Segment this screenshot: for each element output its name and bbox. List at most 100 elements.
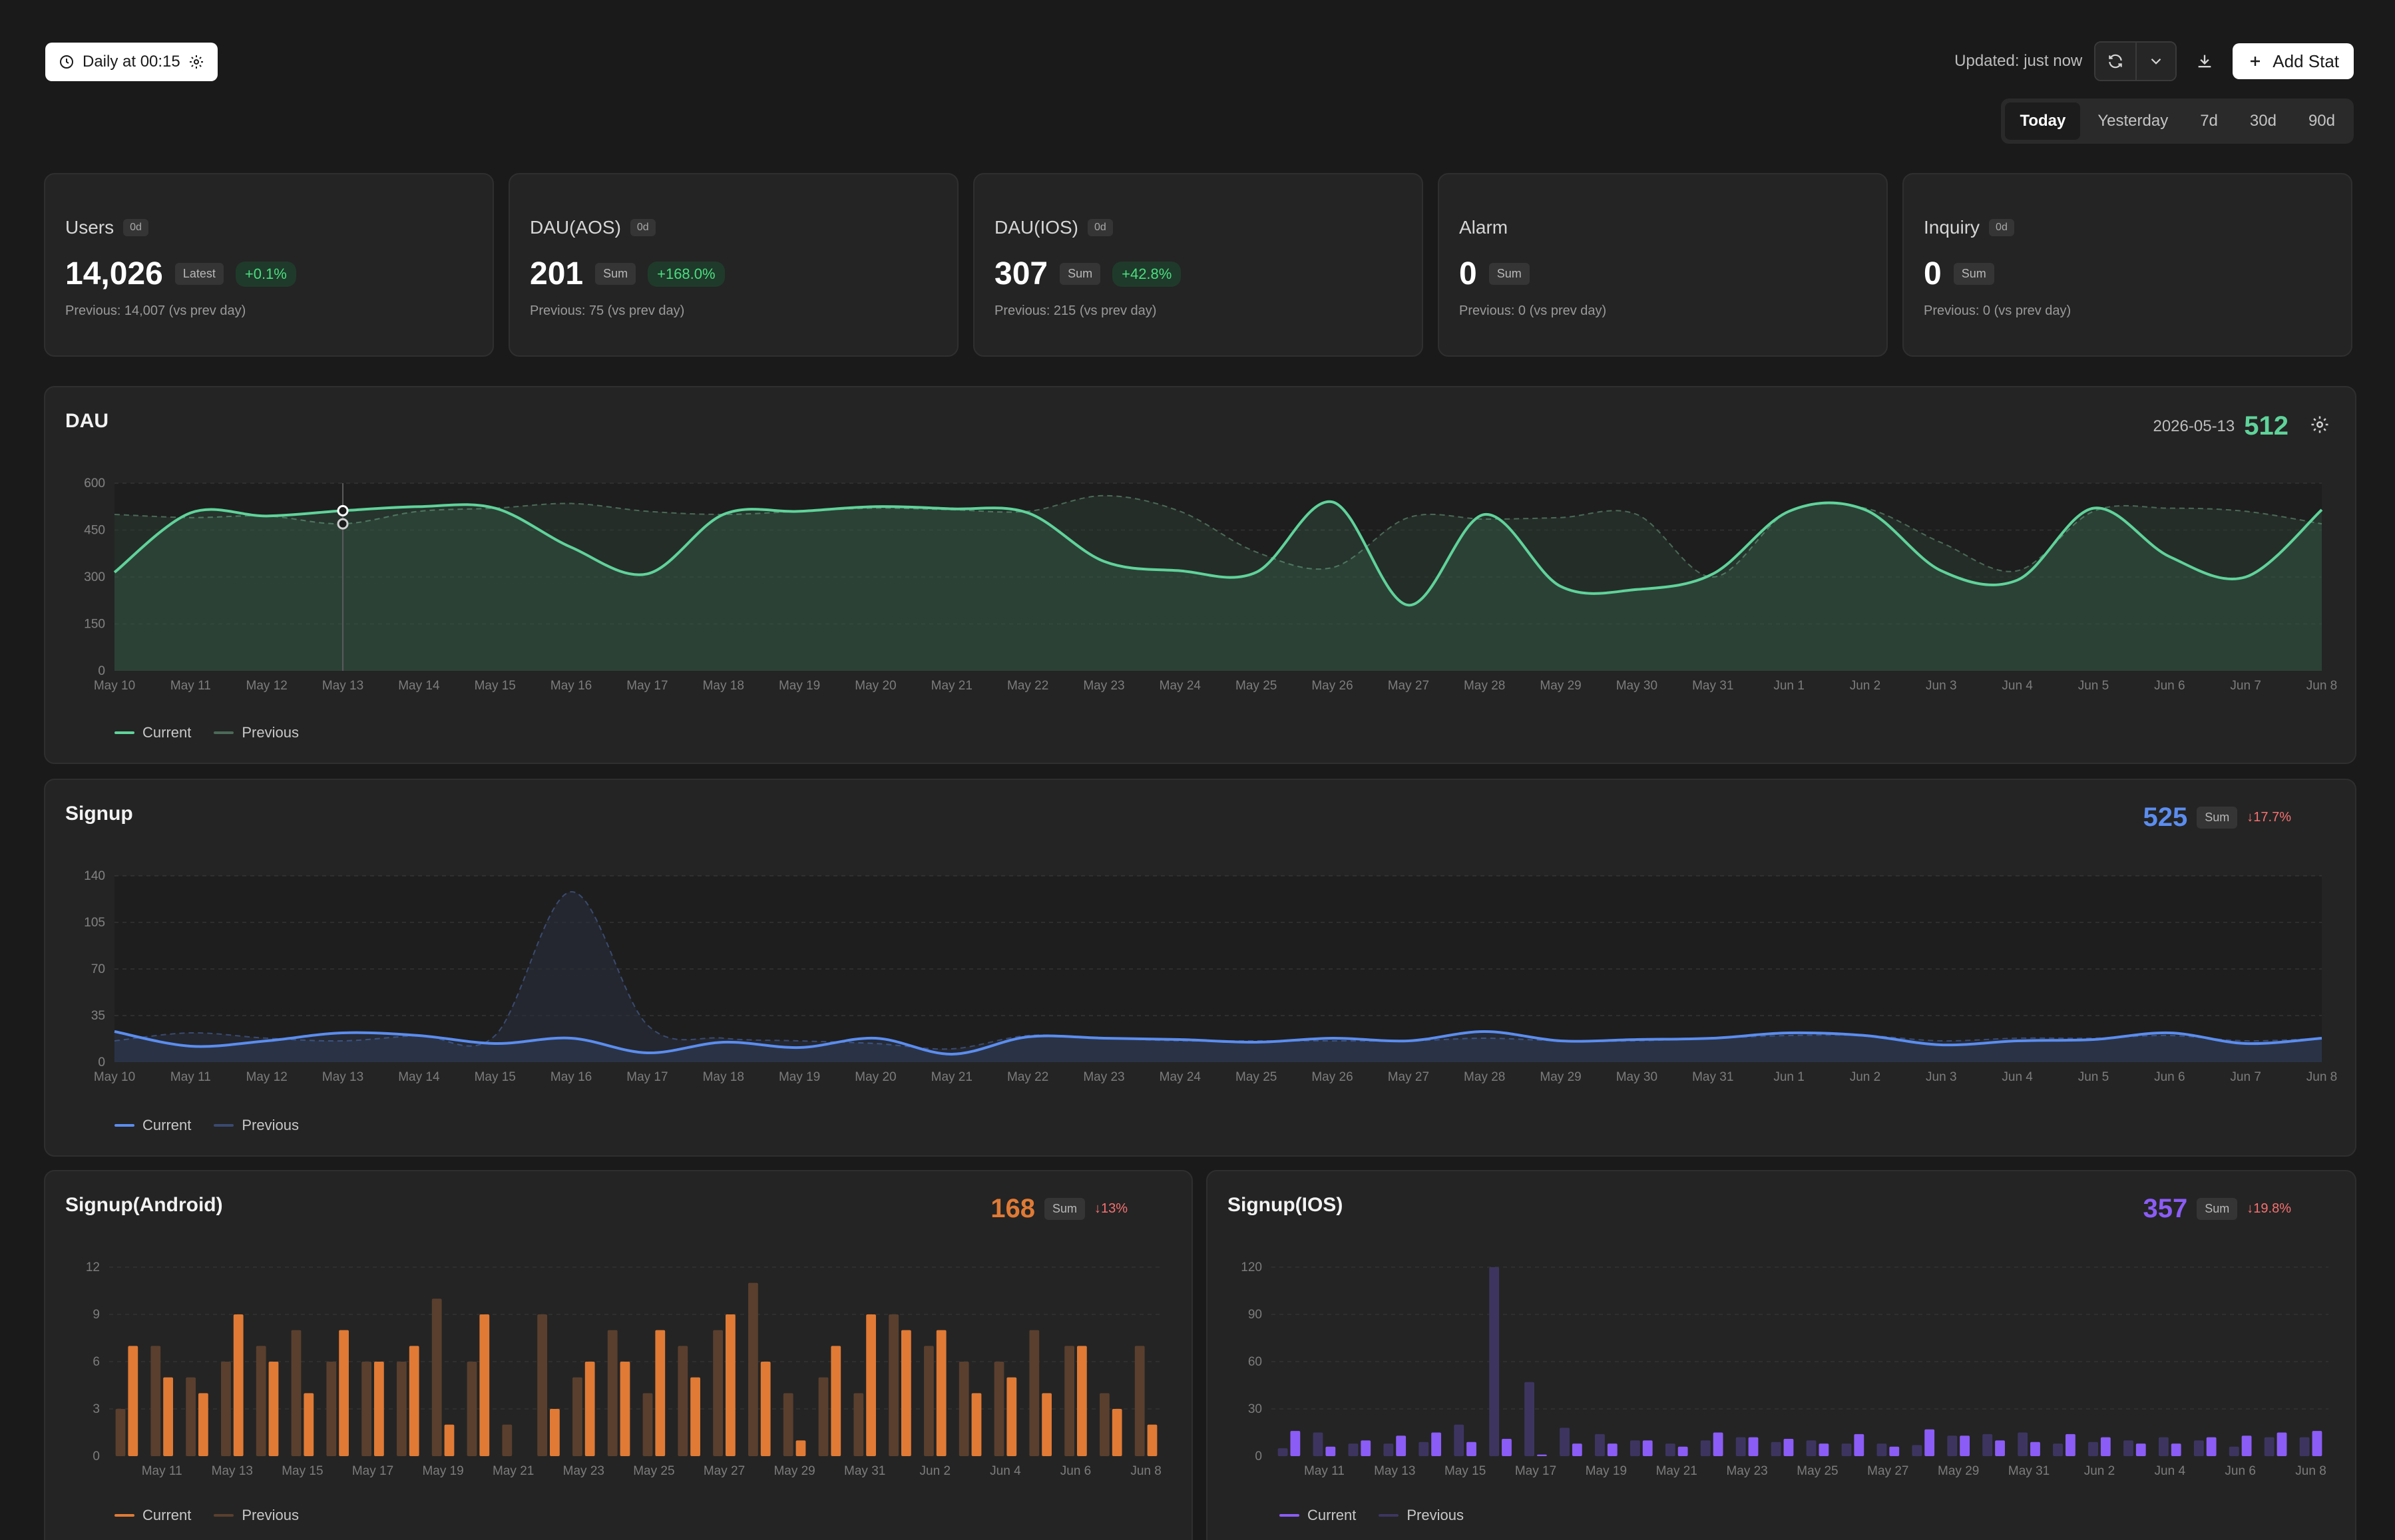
signup-chart-panel: 0 35 70 105 140 0 35 70 105 140 May 10 May 11 May 12… [44, 779, 2356, 1157]
bar-current [1607, 1444, 1618, 1456]
y-tick-label: 6 [93, 1355, 100, 1369]
legend-swatch [214, 731, 234, 734]
x-tick-label: May 13 [1374, 1464, 1415, 1478]
bar-current [2066, 1434, 2075, 1456]
bar-previous [572, 1377, 582, 1456]
x-tick-label: May 20 [855, 679, 896, 693]
bar-previous [115, 1409, 126, 1456]
bar-previous [1595, 1434, 1605, 1456]
x-tick-label: May 11 [170, 679, 211, 693]
chart-settings-button[interactable] [2310, 415, 2330, 438]
bar-current [1713, 1432, 1723, 1456]
x-tick-label: Jun 5 [2078, 679, 2109, 693]
stat-card-alarm[interactable]: Alarm 0 Sum Previous: 0 (vs prev day) [1438, 173, 1888, 357]
chart-legend: Current Previous [114, 1117, 299, 1134]
y-tick-label: 150 [84, 618, 105, 632]
refresh-options-button[interactable] [2135, 43, 2176, 80]
x-tick-label: May 26 [1311, 679, 1353, 693]
bar-previous [431, 1298, 442, 1456]
legend-item-current[interactable]: Current [1279, 1507, 1356, 1524]
legend-item-previous[interactable]: Previous [1379, 1507, 1464, 1524]
signup-summary: 525 Sum ↓17.7% [2143, 803, 2291, 833]
stat-previous: Previous: 75 (vs prev day) [530, 303, 685, 318]
signup-ios-chart-panel: 0 30 60 90 120 May 11 May 13 May 15 May 17 May 19… [1206, 1170, 2356, 1540]
x-tick-label: May 27 [704, 1464, 745, 1478]
bar-previous [1876, 1444, 1887, 1456]
bar-previous [2264, 1437, 2275, 1456]
x-tick-label: May 13 [322, 679, 363, 693]
refresh-button[interactable] [2095, 43, 2136, 80]
panel-title: Signup(IOS) [1227, 1194, 1343, 1216]
agg-badge: Sum [595, 263, 636, 285]
bar-previous [1100, 1393, 1110, 1456]
signup-ios-chart[interactable]: 0 30 60 90 120 May 11 May 13 May 15 May 17 May 19… [1207, 1171, 2358, 1540]
x-tick-label: May 23 [1083, 1070, 1124, 1084]
bar-previous [607, 1330, 618, 1456]
delta-value: ↓19.8% [2247, 1201, 2291, 1217]
stat-title-row: Users 0d [65, 217, 148, 238]
x-tick-label: May 11 [1304, 1464, 1345, 1478]
y-tick-label: 300 [84, 570, 105, 584]
x-tick-label: May 29 [1540, 1070, 1581, 1084]
legend-item-current[interactable]: Current [114, 1117, 191, 1134]
x-tick-label: May 21 [493, 1464, 534, 1478]
dau-chart-panel: 0 150 300 450 600 0 150 300 450 600 May 10 May 11 Ma… [44, 386, 2356, 764]
x-tick-label: Jun 6 [1060, 1464, 1091, 1478]
bar-previous [397, 1362, 407, 1456]
x-tick-label: Jun 5 [2078, 1070, 2109, 1084]
gear-icon [2311, 416, 2328, 433]
tab-yesterday[interactable]: Yesterday [2097, 112, 2169, 130]
bar-previous [1665, 1444, 1675, 1456]
legend-item-current[interactable]: Current [114, 724, 191, 741]
stat-card-users[interactable]: Users 0d 14,026 Latest +0.1% Previous: 1… [44, 173, 494, 357]
legend-label: Current [142, 1507, 192, 1523]
download-button[interactable] [2186, 43, 2223, 80]
series-previous-area [114, 495, 2322, 671]
x-tick-label: May 27 [1867, 1464, 1908, 1478]
bar-current [304, 1393, 314, 1456]
stat-card-inquiry[interactable]: Inquiry 0d 0 Sum Previous: 0 (vs prev da… [1902, 173, 2352, 357]
bar-current [1924, 1429, 1935, 1456]
x-tick-label: May 24 [1160, 679, 1201, 693]
bar-previous [186, 1377, 196, 1456]
tab-90d[interactable]: 90d [2308, 112, 2335, 130]
schedule-button[interactable]: Daily at 00:15 [45, 43, 218, 81]
gear-icon[interactable] [188, 54, 204, 70]
bar-previous [326, 1362, 337, 1456]
x-tick-label: Jun 3 [1926, 1070, 1956, 1084]
y-tick-label: 0 [1255, 1449, 1262, 1463]
chart-legend: Current Previous [114, 724, 299, 741]
legend-item-current[interactable]: Current [114, 1507, 191, 1524]
stat-value-row: 14,026 Latest +0.1% [65, 256, 296, 292]
legend-item-previous[interactable]: Previous [214, 1117, 299, 1134]
x-tick-label: Jun 4 [2002, 679, 2033, 693]
x-tick-label: May 19 [422, 1464, 463, 1478]
bar-current [339, 1330, 349, 1456]
tab-today[interactable]: Today [2005, 102, 2081, 140]
bar-previous [1630, 1440, 1640, 1456]
legend-item-previous[interactable]: Previous [214, 1507, 299, 1524]
agg-badge: Latest [174, 263, 224, 285]
x-tick-label: May 15 [282, 1464, 323, 1478]
add-stat-button[interactable]: Add Stat [2233, 43, 2354, 79]
stat-card-dau-aos[interactable]: DAU(AOS) 0d 201 Sum +168.0% Previous: 75… [509, 173, 959, 357]
y-tick-label: 12 [86, 1260, 100, 1274]
stat-title: Inquiry [1924, 217, 1980, 238]
stat-card-dau-ios[interactable]: DAU(IOS) 0d 307 Sum +42.8% Previous: 215… [973, 173, 1423, 357]
legend-item-previous[interactable]: Previous [214, 724, 299, 741]
bar-previous [924, 1346, 934, 1456]
stat-title-row: DAU(AOS) 0d [530, 217, 656, 238]
tab-30d[interactable]: 30d [2249, 112, 2277, 130]
bar-previous [1489, 1267, 1500, 1456]
bar-current [866, 1314, 876, 1456]
bar-current [1290, 1431, 1301, 1456]
bar-current [655, 1330, 666, 1456]
tab-7d[interactable]: 7d [2200, 112, 2218, 130]
y-tick-label: 3 [93, 1402, 100, 1416]
signup-android-chart[interactable]: 0 3 6 9 12 May 11 May 13 May 15 May 17 May 19 May … [45, 1171, 1194, 1540]
bar-previous [1313, 1432, 1323, 1456]
y-tick-label: 600 [84, 477, 105, 490]
x-tick-label: May 21 [931, 679, 973, 693]
